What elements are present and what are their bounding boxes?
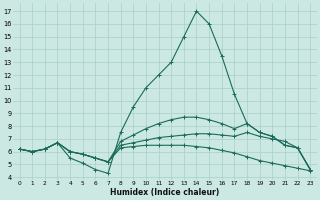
X-axis label: Humidex (Indice chaleur): Humidex (Indice chaleur) xyxy=(110,188,220,197)
